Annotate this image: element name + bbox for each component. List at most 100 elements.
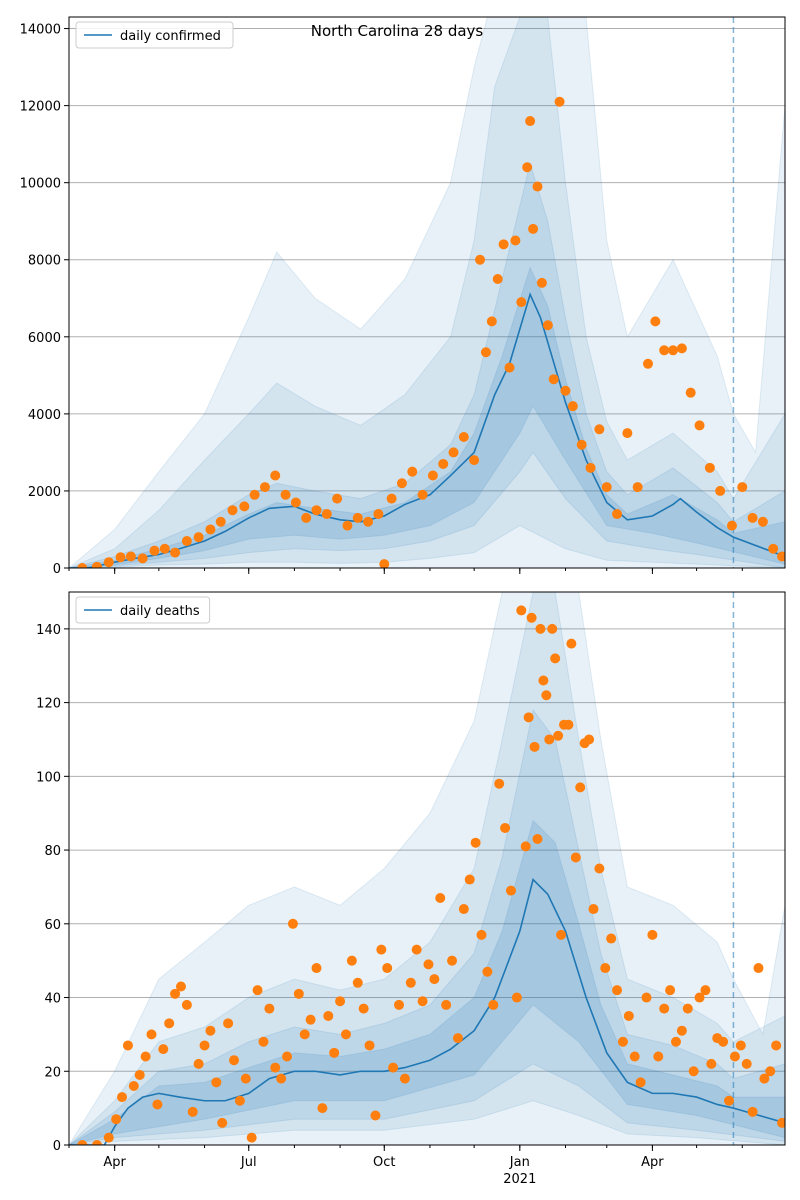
legend-box <box>75 21 234 49</box>
data-point <box>293 988 304 999</box>
x-tick-label: Apr <box>641 1155 664 1170</box>
data-point <box>706 1058 717 1069</box>
data-point <box>523 712 534 723</box>
data-point <box>647 929 658 940</box>
legend: daily deaths <box>75 596 211 624</box>
data-point <box>650 316 661 327</box>
data-point <box>735 1040 746 1051</box>
data-point <box>158 1044 169 1055</box>
data-point <box>694 420 705 431</box>
data-point <box>520 841 531 852</box>
data-point <box>676 343 687 354</box>
data-point <box>566 638 577 649</box>
data-point <box>737 482 748 493</box>
data-point <box>240 1073 251 1084</box>
data-point <box>510 235 521 246</box>
data-point <box>753 963 764 974</box>
data-point <box>458 904 469 915</box>
data-point <box>103 1132 114 1143</box>
data-point <box>642 358 653 369</box>
data-point <box>556 929 567 940</box>
legend-box <box>75 596 211 624</box>
data-point <box>181 999 192 1010</box>
data-point <box>623 1010 634 1021</box>
data-point <box>724 1095 735 1106</box>
data-point <box>641 992 652 1003</box>
data-point <box>601 482 612 493</box>
y-tick-label: 4000 <box>28 408 61 423</box>
data-point <box>427 470 438 481</box>
data-point <box>346 955 357 966</box>
data-point <box>464 874 475 885</box>
data-point <box>332 493 343 504</box>
data-point <box>417 996 428 1007</box>
data-point <box>653 1051 664 1062</box>
data-point <box>544 734 555 745</box>
data-point <box>538 675 549 686</box>
data-point <box>227 505 238 516</box>
data-point <box>239 501 250 512</box>
data-point <box>525 116 536 127</box>
data-point <box>252 985 263 996</box>
data-point <box>685 387 696 398</box>
data-point <box>529 741 540 752</box>
x-tick-label: Jul <box>240 1155 257 1170</box>
data-point <box>394 999 405 1010</box>
data-point <box>622 428 633 439</box>
data-point <box>276 1073 287 1084</box>
plot-area <box>69 17 785 568</box>
legend: daily confirmed <box>75 21 234 49</box>
confidence-band <box>69 592 785 1145</box>
data-point <box>668 345 679 356</box>
data-point <box>280 489 291 500</box>
data-point <box>606 933 617 944</box>
data-point <box>715 485 726 496</box>
y-tick-label: 12000 <box>20 100 61 115</box>
data-point <box>704 462 715 473</box>
data-point <box>321 509 332 520</box>
data-point <box>588 904 599 915</box>
data-point <box>417 489 428 500</box>
data-point <box>554 96 565 107</box>
data-point <box>399 1073 410 1084</box>
data-point <box>270 1062 281 1073</box>
data-point <box>548 374 559 385</box>
data-point <box>305 1014 316 1025</box>
data-point <box>146 1029 157 1040</box>
data-point <box>137 553 148 564</box>
data-point <box>447 955 458 966</box>
data-point <box>759 1073 770 1084</box>
data-point <box>287 918 298 929</box>
y-tick-label: 0 <box>53 562 61 577</box>
data-point <box>270 470 281 481</box>
data-point <box>91 1140 102 1145</box>
confirmed-panel: 0 2000 4000 6000 8000 10000 12000 14000 daily co… <box>20 16 786 577</box>
data-point <box>476 929 487 940</box>
data-point <box>694 992 705 1003</box>
data-point <box>576 439 587 450</box>
data-point <box>500 822 511 833</box>
data-point <box>547 623 558 634</box>
data-point <box>211 1077 222 1088</box>
data-point <box>193 532 204 543</box>
data-point <box>352 977 363 988</box>
data-point <box>311 963 322 974</box>
data-point <box>600 963 611 974</box>
data-point <box>264 1003 275 1014</box>
data-point <box>388 1062 399 1073</box>
data-point <box>532 834 543 845</box>
data-point <box>726 520 737 531</box>
data-point <box>682 1003 693 1014</box>
y-tick-label: 8000 <box>28 254 61 269</box>
data-point <box>504 362 515 373</box>
y-tick-label: 40 <box>44 992 61 1007</box>
data-point <box>516 605 527 616</box>
data-point <box>617 1036 628 1047</box>
data-point <box>676 1025 687 1036</box>
y-tick-label: 6000 <box>28 331 61 346</box>
data-point <box>567 401 578 412</box>
data-point <box>77 563 88 568</box>
data-point <box>125 551 136 562</box>
data-point <box>77 1140 88 1145</box>
